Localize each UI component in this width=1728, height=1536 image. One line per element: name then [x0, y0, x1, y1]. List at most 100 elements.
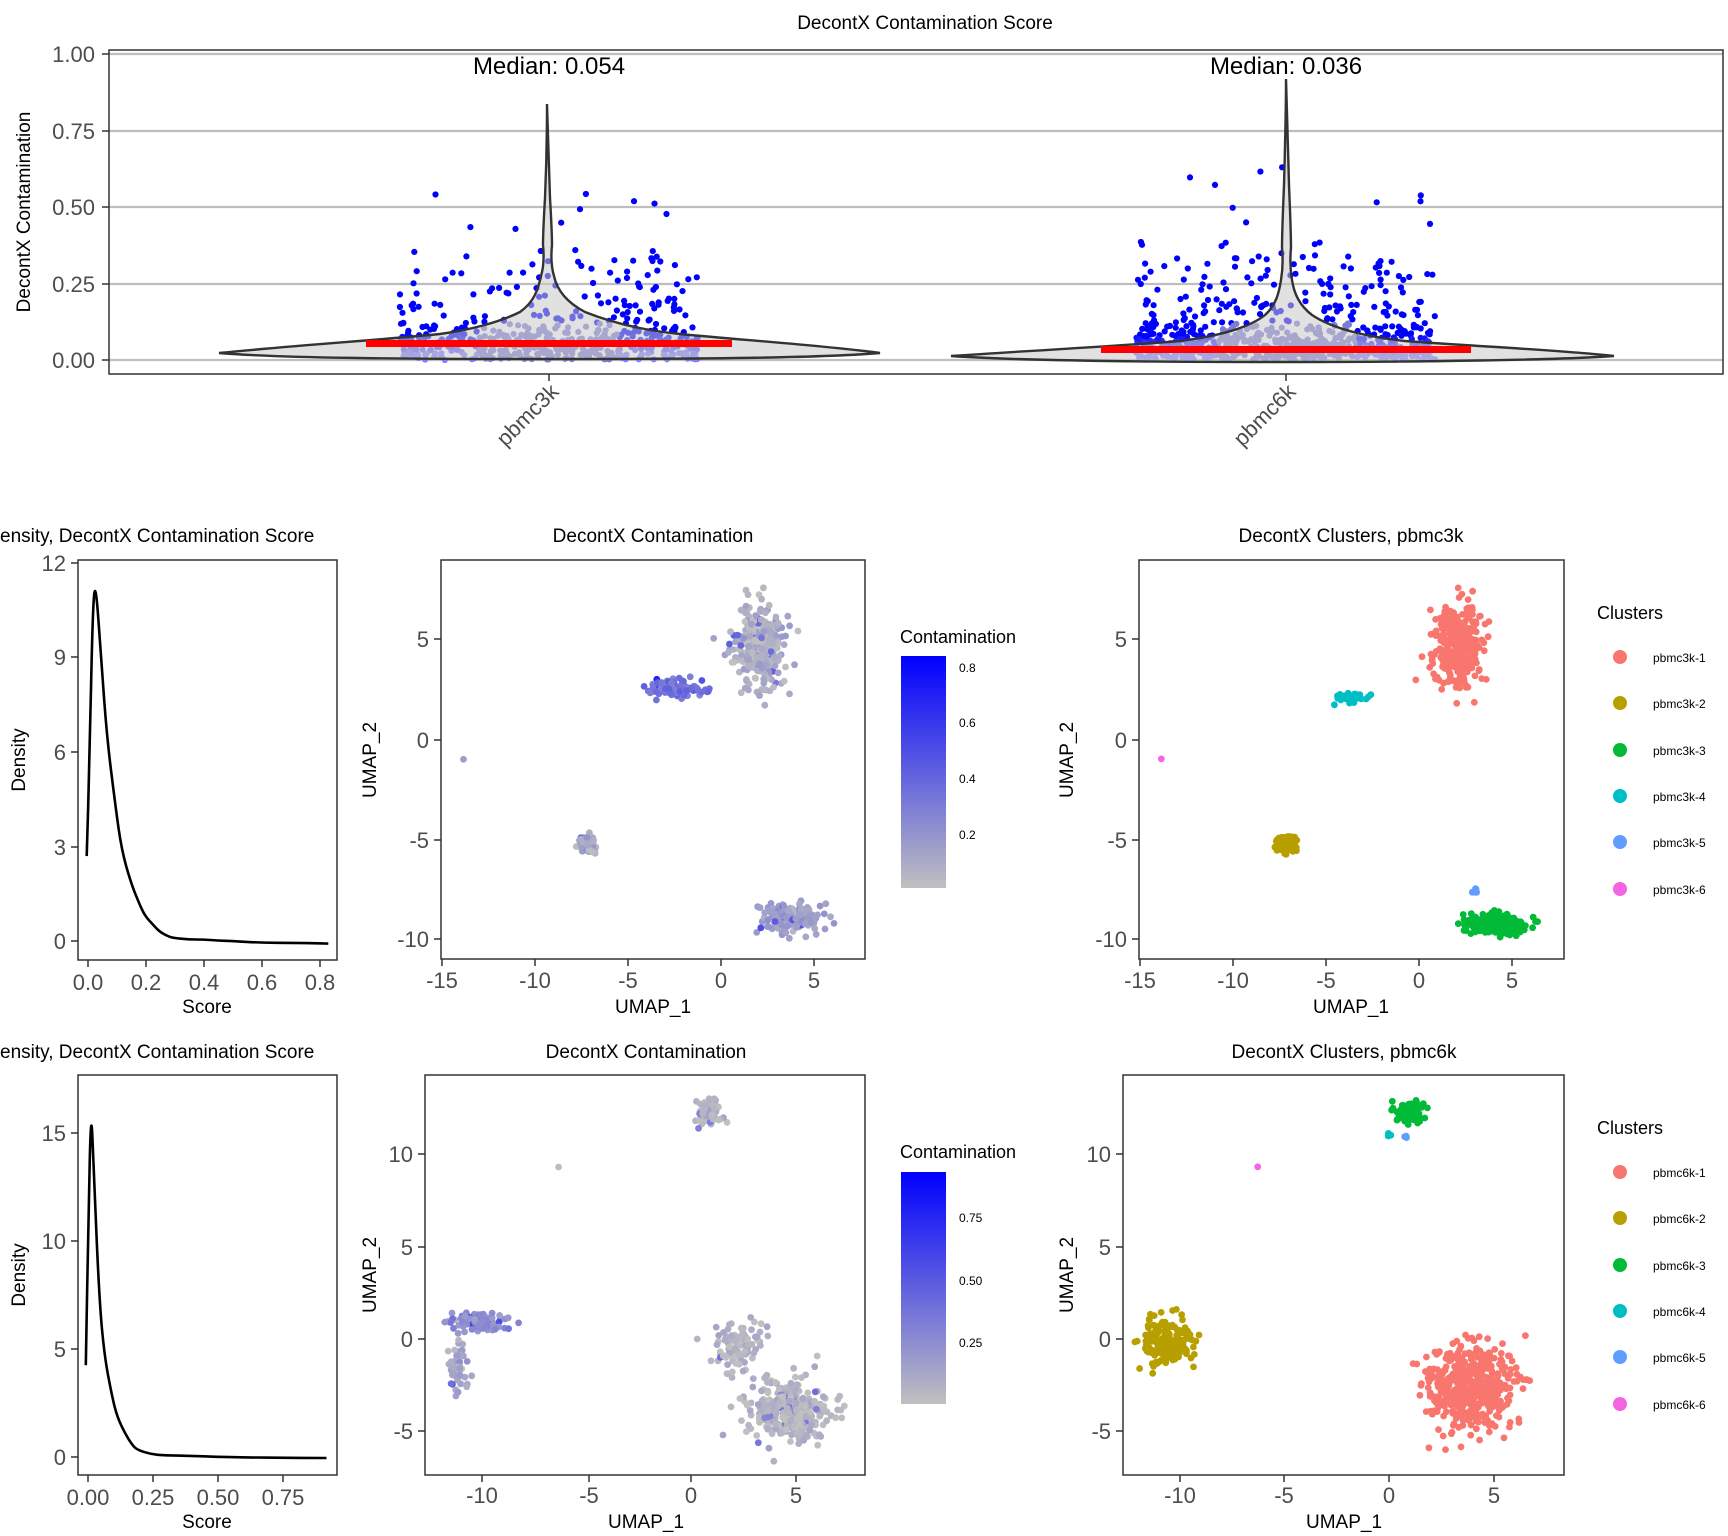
umap-point-pbmc6k-1 — [1475, 1333, 1483, 1341]
umap-point — [668, 679, 675, 687]
violin-point-pbmc6k — [1174, 255, 1181, 262]
violin-point-pbmc6k — [1398, 311, 1405, 318]
violin-ytick: 1.00 — [52, 42, 95, 67]
violin-title: DecontX Contamination Score — [797, 13, 1053, 34]
umap-point-pbmc3k-1 — [1432, 675, 1439, 683]
umap-point — [786, 690, 793, 698]
umap-point-pbmc6k-2 — [1179, 1316, 1186, 1324]
violin-point-pbmc3k — [396, 303, 403, 311]
umap-point — [515, 1319, 522, 1327]
umap-point — [832, 1414, 839, 1422]
umap-point-pbmc6k-2 — [1183, 1327, 1191, 1335]
umap-point — [814, 1441, 822, 1449]
umap-point — [753, 653, 761, 661]
violin-point-pbmc3k — [458, 270, 465, 277]
umap-point-pbmc3k-1 — [1469, 618, 1476, 625]
violin-point-pbmc6k — [1231, 263, 1239, 270]
umap-point-pbmc6k-2 — [1169, 1307, 1176, 1314]
umap-point — [787, 1438, 794, 1445]
umap-point — [753, 1432, 761, 1439]
umap-point — [731, 1345, 739, 1352]
umap-point — [765, 923, 772, 931]
violin-point-pbmc6k — [1141, 274, 1148, 281]
umap-point-pbmc6k-1 — [1496, 1360, 1503, 1368]
violin-point-pbmc6k — [1317, 278, 1324, 285]
umap-point-pbmc6k-1 — [1499, 1340, 1506, 1347]
umap-point-pbmc3k-1 — [1458, 657, 1466, 665]
umap-point — [830, 920, 838, 927]
violin-point-pbmc6k — [1255, 253, 1262, 260]
umap-point — [820, 1406, 828, 1414]
umap-point — [447, 1358, 455, 1366]
umap-point — [653, 696, 660, 704]
legend-item: pbmc6k-6 — [1653, 1398, 1706, 1412]
umap-point — [757, 924, 765, 932]
violin-point-pbmc3k — [481, 313, 488, 320]
umap-point-pbmc6k-2 — [1169, 1343, 1177, 1351]
umap-point-pbmc3k-1 — [1470, 698, 1478, 706]
umap-point-pbmc3k-1 — [1442, 606, 1450, 614]
umap-clusters-yticks: 5 0 -5 -10 — [1095, 627, 1139, 952]
violin-point-pbmc6k — [1172, 324, 1179, 331]
umap-point — [710, 1095, 718, 1103]
violin-y-axis: 1.00 0.75 0.50 0.25 0.00 DecontX Contami… — [14, 42, 109, 373]
density-yticks: 12 9 6 3 0 — [42, 551, 78, 954]
umap-point — [743, 609, 751, 617]
violin-point-pbmc3k — [610, 314, 618, 321]
umap-point-pbmc3k-2 — [1276, 844, 1284, 851]
umap-point-pbmc6k-1 — [1474, 1378, 1482, 1385]
umap-point — [785, 907, 792, 915]
violin-point-pbmc3k — [432, 191, 439, 198]
umap-xlabel: UMAP_1 — [608, 1512, 684, 1533]
umap-point-pbmc6k-1 — [1515, 1419, 1523, 1426]
colorbar-tick: 0.75 — [959, 1211, 983, 1225]
umap-point — [768, 621, 775, 629]
violin-point-pbmc6k — [1395, 273, 1402, 280]
umap-point — [778, 921, 786, 929]
umap-point-pbmc3k-1 — [1445, 678, 1453, 685]
umap-point — [758, 595, 765, 603]
violin-point-pbmc6k — [1270, 281, 1278, 288]
umap-point — [745, 686, 752, 694]
umap-contamination-panel-pbmc6k: DecontX Contamination 10 5 0 -5 -10 -5 0… — [360, 1042, 1016, 1533]
umap-point — [776, 1398, 784, 1406]
umap-point-pbmc6k-1 — [1472, 1417, 1480, 1425]
violin-point-pbmc6k — [1372, 324, 1379, 331]
umap-ylabel: UMAP_2 — [360, 1237, 381, 1313]
umap-point-pbmc3k-1 — [1468, 649, 1476, 657]
umap-point — [450, 1324, 457, 1332]
violin-point-pbmc3k — [470, 291, 477, 298]
density-xtick: 0.2 — [131, 970, 162, 995]
violin-point-pbmc6k — [1229, 204, 1236, 211]
umap-point — [726, 1343, 734, 1351]
umap-point — [504, 1314, 512, 1322]
violin-point-pbmc3k — [676, 306, 683, 313]
umap-point — [772, 632, 780, 639]
violin-point-pbmc6k — [1350, 309, 1357, 316]
umap-point-pbmc6k-2 — [1154, 1341, 1161, 1349]
umap-point-pbmc3k-1 — [1448, 655, 1456, 662]
violin-point-pbmc3k — [462, 319, 469, 327]
umap-ytick: 5 — [417, 627, 429, 652]
umap-point-pbmc6k-1 — [1506, 1391, 1514, 1399]
umap-point-pbmc3k-3 — [1492, 911, 1500, 918]
umap-point-pbmc6k-2 — [1188, 1336, 1196, 1344]
umap-point-pbmc6k-1 — [1481, 1355, 1489, 1362]
umap-point — [707, 1357, 715, 1365]
umap-point-pbmc6k-3 — [1421, 1114, 1429, 1122]
density-xtick: 0.8 — [305, 970, 336, 995]
umap-point-pbmc6k-2 — [1159, 1318, 1166, 1326]
violin-point-pbmc3k — [529, 261, 536, 268]
umap-point-pbmc6k-1 — [1495, 1413, 1503, 1421]
umap-point — [756, 1413, 763, 1421]
legend-key — [1613, 1258, 1627, 1272]
violin-point-pbmc3k — [405, 327, 412, 334]
violin-point-pbmc6k — [1231, 255, 1238, 262]
umap-point-pbmc6k-1 — [1470, 1369, 1478, 1377]
umap-point — [460, 755, 467, 763]
umap-point — [803, 1431, 810, 1439]
umap-point-pbmc6k-3 — [1406, 1115, 1414, 1123]
umap-point — [451, 1346, 459, 1354]
violin-point-pbmc6k — [1421, 320, 1428, 327]
umap-contam-points — [441, 1095, 848, 1465]
